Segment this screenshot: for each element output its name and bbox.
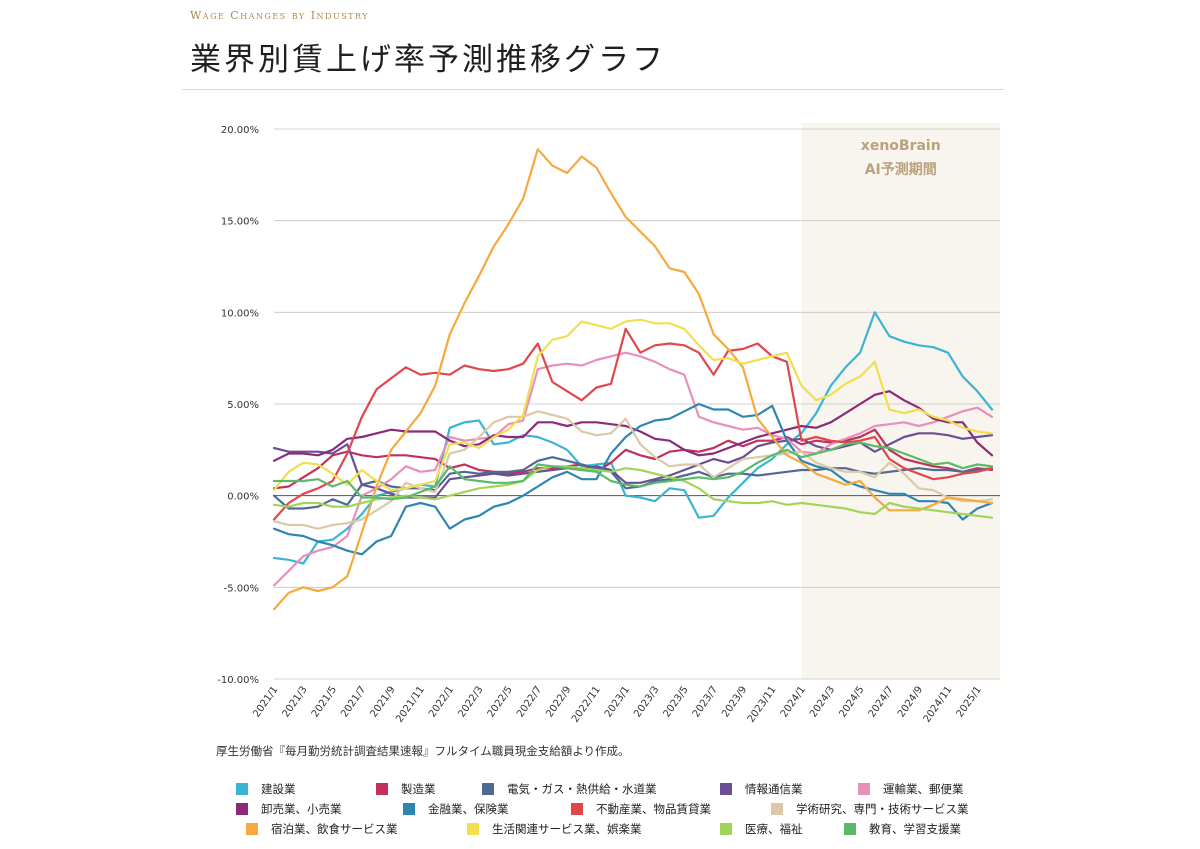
legend-item[interactable]: 情報通信業 (720, 781, 803, 797)
legend-swatch (236, 783, 248, 795)
x-tick-label: 2023/11 (746, 684, 779, 724)
x-tick-label: 2021/11 (394, 684, 427, 724)
chart-legend: 建設業 製造業 電気・ガス・熱供給・水道業 情報通信業 運輸業、郵便業卸売業、小売業 金融… (236, 781, 1036, 841)
title-divider (182, 89, 1004, 90)
x-tick-label: 2021/9 (368, 684, 397, 719)
legend-label: 建設業 (261, 782, 296, 796)
source-note: 厚生労働省『毎月勤労統計調査結果速報』フルタイム職員現金支給額より作成。 (216, 744, 630, 758)
series-line-3 (272, 432, 994, 499)
y-tick-label: -5.00% (224, 583, 259, 594)
x-tick-label: 2024/9 (896, 684, 925, 719)
x-tick-label: 2022/1 (427, 684, 456, 719)
y-tick-label: 5.00% (227, 400, 259, 411)
series-line-12 (272, 441, 994, 501)
legend-swatch (246, 823, 258, 835)
x-tick-label: 2022/5 (486, 684, 515, 719)
x-tick-label: 2024/5 (837, 684, 866, 719)
x-tick-label: 2021/5 (310, 684, 339, 719)
legend-item[interactable]: 製造業 (376, 781, 436, 797)
legend-label: 運輸業、郵便業 (883, 782, 964, 796)
legend-row: 卸売業、小売業 金融業、保険業 不動産業、物品賃貸業 学術研究、専門・技術サービス業 (236, 801, 1036, 821)
x-tick-label: 2025/1 (955, 684, 984, 719)
legend-label: 電気・ガス・熱供給・水道業 (507, 782, 657, 796)
page-title: 業界別賃上げ率予測推移グラフ (190, 42, 666, 78)
forecast-label-period: AI予測期間 (865, 161, 937, 178)
series-line-0 (272, 311, 994, 565)
legend-item[interactable]: 学術研究、専門・技術サービス業 (771, 801, 969, 817)
x-tick-label: 2021/7 (339, 684, 368, 719)
legend-row: 建設業 製造業 電気・ガス・熱供給・水道業 情報通信業 運輸業、郵便業 (236, 781, 1036, 801)
chart-gridlines (274, 128, 1000, 680)
legend-item[interactable]: 運輸業、郵便業 (858, 781, 964, 797)
forecast-band (801, 123, 1000, 679)
x-tick-label: 2023/7 (691, 684, 720, 719)
x-tick-label: 2023/1 (603, 684, 632, 719)
eyebrow-title: Wage Changes by Industry (190, 9, 370, 22)
legend-label: 学術研究、専門・技術サービス業 (796, 802, 969, 816)
y-axis-ticks: -10.00% -5.00% 0.00% 5.00% 10.00% 15.00% 20.00… (217, 125, 259, 686)
y-tick-label: -10.00% (217, 675, 259, 686)
legend-item[interactable]: 生活関連サービス業、娯楽業 (467, 821, 642, 837)
legend-label: 情報通信業 (745, 782, 803, 796)
chart-series (272, 148, 994, 611)
legend-item[interactable]: 金融業、保険業 (403, 801, 509, 817)
legend-label: 宿泊業、飲食サービス業 (271, 822, 398, 836)
x-tick-label: 2024/7 (867, 684, 896, 719)
y-tick-label: 10.00% (221, 308, 259, 319)
legend-swatch (720, 783, 732, 795)
x-tick-label: 2022/7 (515, 684, 544, 719)
legend-swatch (403, 803, 415, 815)
x-tick-label: 2024/3 (808, 684, 837, 719)
series-line-11 (272, 465, 994, 519)
series-line-4 (272, 351, 994, 587)
series-line-10 (272, 318, 994, 492)
x-tick-label: 2022/11 (570, 684, 603, 724)
legend-swatch (467, 823, 479, 835)
legend-swatch (771, 803, 783, 815)
x-tick-label: 2021/3 (281, 684, 310, 719)
series-line-5 (272, 390, 994, 462)
legend-label: 医療、福祉 (745, 822, 803, 836)
legend-item[interactable]: 宿泊業、飲食サービス業 (246, 821, 398, 837)
legend-swatch (844, 823, 856, 835)
legend-swatch (858, 783, 870, 795)
legend-swatch (376, 783, 388, 795)
legend-label: 卸売業、小売業 (261, 802, 342, 816)
x-tick-label: 2021/1 (251, 684, 280, 719)
x-tick-label: 2022/3 (456, 684, 485, 719)
legend-item[interactable]: 不動産業、物品賃貸業 (571, 801, 711, 817)
x-tick-label: 2022/9 (544, 684, 573, 719)
legend-label: 金融業、保険業 (428, 802, 509, 816)
legend-label: 製造業 (401, 782, 436, 796)
x-tick-label: 2024/11 (922, 684, 955, 724)
legend-row: 宿泊業、飲食サービス業 生活関連サービス業、娯楽業 医療、福祉 教育、学習支援業 (236, 821, 1036, 841)
x-tick-label: 2023/3 (632, 684, 661, 719)
legend-item[interactable]: 建設業 (236, 781, 296, 797)
legend-item[interactable]: 電気・ガス・熱供給・水道業 (482, 781, 657, 797)
legend-swatch (482, 783, 494, 795)
legend-label: 教育、学習支援業 (869, 822, 961, 836)
forecast-label-brand: xenoBrain (861, 138, 941, 154)
legend-item[interactable]: 卸売業、小売業 (236, 801, 342, 817)
x-tick-label: 2023/5 (662, 684, 691, 719)
legend-item[interactable]: 教育、学習支援業 (844, 821, 961, 837)
x-tick-label: 2024/1 (779, 684, 808, 719)
legend-swatch (720, 823, 732, 835)
legend-swatch (236, 803, 248, 815)
legend-label: 不動産業、物品賃貸業 (596, 802, 711, 816)
series-line-2 (272, 456, 994, 510)
y-tick-label: 15.00% (221, 217, 259, 228)
legend-label: 生活関連サービス業、娯楽業 (492, 822, 642, 836)
y-tick-label: 20.00% (221, 125, 259, 136)
forecast-region: xenoBrain AI予測期間 (801, 123, 1000, 679)
legend-swatch (571, 803, 583, 815)
x-tick-label: 2023/9 (720, 684, 749, 719)
series-line-7 (272, 327, 994, 521)
series-line-1 (272, 428, 994, 490)
y-tick-label: 0.00% (227, 492, 259, 503)
series-line-9 (272, 148, 994, 611)
legend-item[interactable]: 医療、福祉 (720, 821, 803, 837)
